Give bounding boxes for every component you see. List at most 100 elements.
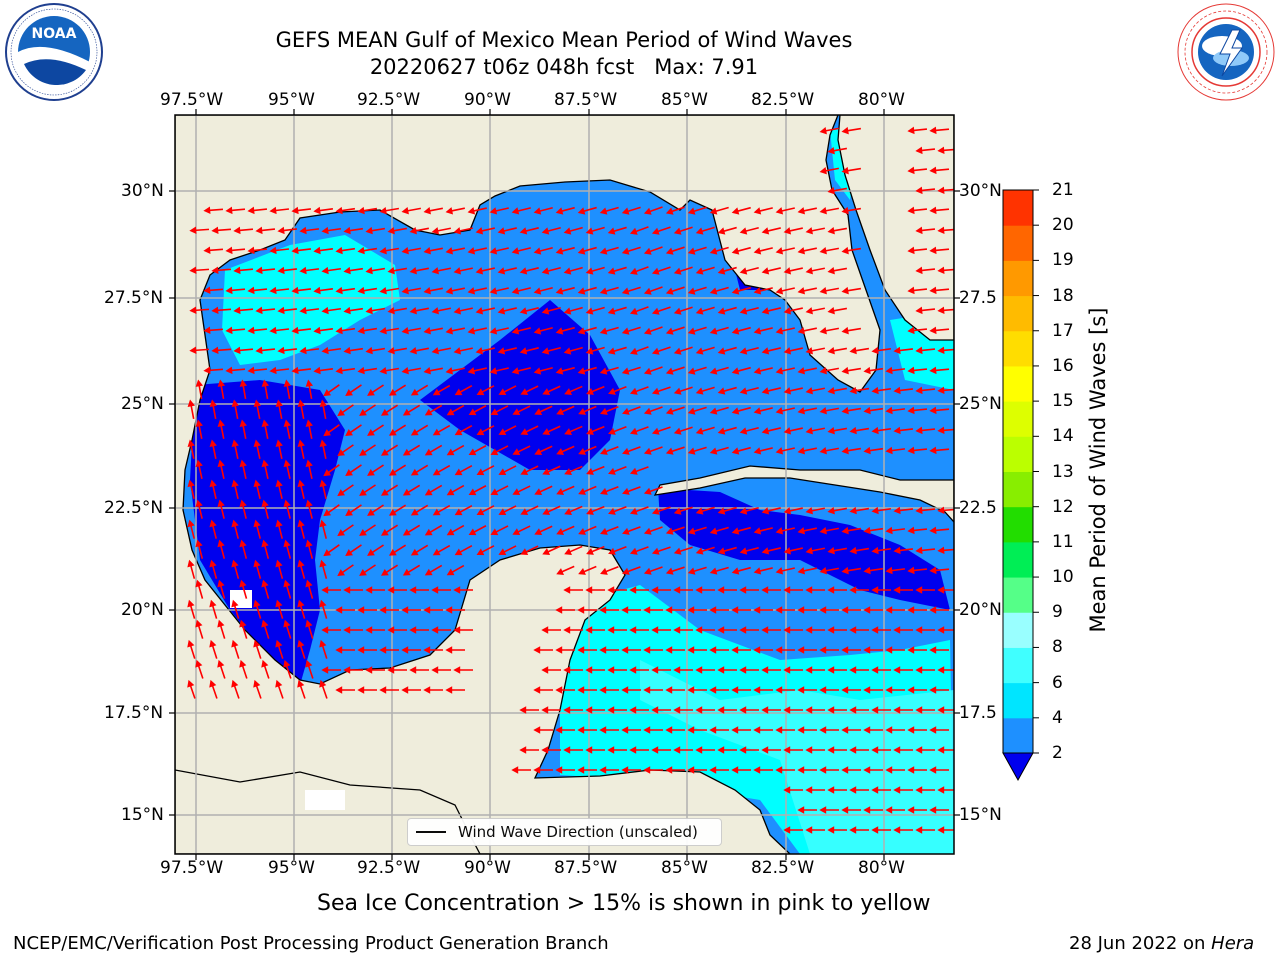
wind-arrow-head — [335, 646, 343, 654]
wind-arrow-head — [542, 548, 551, 555]
wind-arrow-head — [695, 547, 704, 555]
wind-arrow-head — [937, 226, 945, 235]
wind-arrow-head — [512, 488, 521, 496]
wind-arrow-head — [607, 666, 615, 674]
wind-arrow-head — [665, 527, 674, 535]
wind-arrow-head — [453, 666, 461, 674]
wind-arrow-head — [217, 419, 225, 427]
wind-arrow-head — [367, 388, 375, 396]
wind-arrow-head — [410, 548, 419, 556]
wind-arrow-head — [343, 266, 351, 275]
wind-arrow-head — [819, 407, 827, 415]
wind-arrow-head — [321, 346, 329, 355]
wind-arrow-head — [651, 626, 659, 634]
wind-arrow-head — [673, 706, 681, 714]
wind-arrow-head — [885, 726, 893, 734]
wind-arrow-head — [402, 488, 411, 496]
wind-arrow-head — [687, 567, 696, 575]
wind-arrow-head — [783, 507, 792, 515]
wind-wave-direction-arrows — [187, 126, 954, 834]
wind-arrow-head — [717, 626, 725, 634]
wind-arrow-head — [915, 226, 923, 235]
wind-arrow-head — [187, 639, 195, 648]
wind-arrow-head — [885, 526, 893, 535]
wind-arrow-head — [622, 487, 630, 495]
wind-arrow-head — [520, 388, 529, 396]
wind-arrow-head — [709, 527, 718, 535]
wind-arrow-head — [519, 746, 527, 754]
wind-arrow-head — [239, 579, 247, 588]
wind-arrow-head — [217, 499, 225, 508]
wind-arrow-head — [343, 226, 351, 235]
wind-arrow-head — [621, 646, 629, 654]
wind-arrow-head — [446, 568, 455, 576]
wind-arrow-head — [387, 226, 395, 235]
wind-arrow-head — [189, 266, 197, 275]
wind-arrow-head — [827, 626, 835, 634]
wind-arrow-head — [695, 706, 703, 714]
wind-arrow-head — [600, 487, 608, 495]
wind-arrow-head — [629, 626, 637, 634]
wind-arrow-head — [731, 646, 739, 654]
wind-arrow-head — [643, 766, 651, 774]
wind-arrow-head — [357, 286, 365, 295]
wind-arrow-head — [753, 527, 762, 535]
lat-label-left: 17.5°N — [104, 703, 164, 723]
wind-arrow-head — [253, 519, 261, 528]
colorbar-tick-label: 2 — [1052, 743, 1063, 763]
wind-arrow-head — [885, 446, 893, 455]
wind-arrow-head — [217, 659, 225, 668]
wind-arrow-head — [709, 367, 718, 375]
wind-arrow-head — [297, 639, 305, 648]
wind-arrow-head — [695, 586, 703, 594]
wind-arrow-head — [586, 547, 594, 555]
wind-arrow-head — [283, 659, 291, 668]
wind-arrow-head — [195, 579, 203, 588]
wind-arrow-head — [541, 746, 549, 754]
wind-arrow-head — [253, 439, 261, 448]
wind-arrow-head — [665, 726, 673, 734]
wind-arrow-head — [665, 606, 673, 614]
wind-arrow-head — [498, 388, 507, 396]
wind-arrow-head — [893, 706, 901, 714]
wind-arrow-head — [709, 407, 718, 415]
wind-arrow-head — [367, 548, 375, 556]
wind-arrow-head — [783, 227, 792, 235]
wind-arrow-head — [345, 469, 353, 477]
wind-arrow-head — [454, 428, 463, 436]
wind-arrow-head — [379, 246, 387, 255]
wind-arrow-head — [915, 306, 923, 315]
wind-arrow-head — [541, 227, 550, 235]
wind-arrow-head — [476, 428, 485, 436]
wind-arrow-head — [431, 666, 439, 674]
wind-arrow-head — [937, 266, 945, 275]
wind-arrow-head — [187, 519, 195, 528]
wind-arrow-head — [775, 287, 784, 295]
wind-arrow-head — [761, 227, 770, 235]
wind-arrow-head — [907, 646, 915, 654]
wind-arrow-head — [563, 307, 572, 315]
wind-arrow-head — [424, 568, 433, 576]
wind-arrow-head — [739, 427, 748, 435]
wind-arrow-head — [423, 287, 431, 295]
wind-arrow-head — [578, 488, 586, 495]
wind-arrow-head — [717, 507, 726, 515]
wind-arrow-head — [599, 287, 608, 295]
high-period-region-texas — [222, 235, 400, 365]
wind-arrow-head — [555, 207, 564, 215]
wind-arrow-head — [381, 528, 389, 536]
wind-arrow-head — [797, 367, 806, 375]
wind-arrow-head — [564, 548, 572, 555]
wind-arrow-head — [299, 306, 307, 315]
wind-arrow-head — [305, 659, 313, 668]
wind-arrow-head — [622, 527, 630, 535]
wind-arrow-head — [563, 267, 572, 275]
wind-arrow-head — [915, 586, 923, 594]
wind-arrow-head — [231, 479, 239, 488]
wind-arrow-head — [519, 706, 527, 714]
colorbar-tick-label: 16 — [1052, 355, 1074, 376]
colorbar-tick-label: 6 — [1052, 672, 1063, 693]
wind-arrow-head — [555, 327, 564, 335]
wind-arrow-head — [599, 247, 608, 255]
wind-arrow-head — [761, 347, 770, 355]
